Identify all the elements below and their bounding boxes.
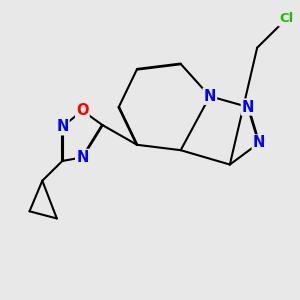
- Text: N: N: [242, 100, 254, 115]
- Text: Cl: Cl: [279, 13, 293, 26]
- Text: N: N: [204, 89, 216, 104]
- Text: N: N: [56, 119, 68, 134]
- Text: N: N: [76, 150, 88, 165]
- Text: O: O: [76, 103, 88, 118]
- Text: N: N: [253, 136, 265, 151]
